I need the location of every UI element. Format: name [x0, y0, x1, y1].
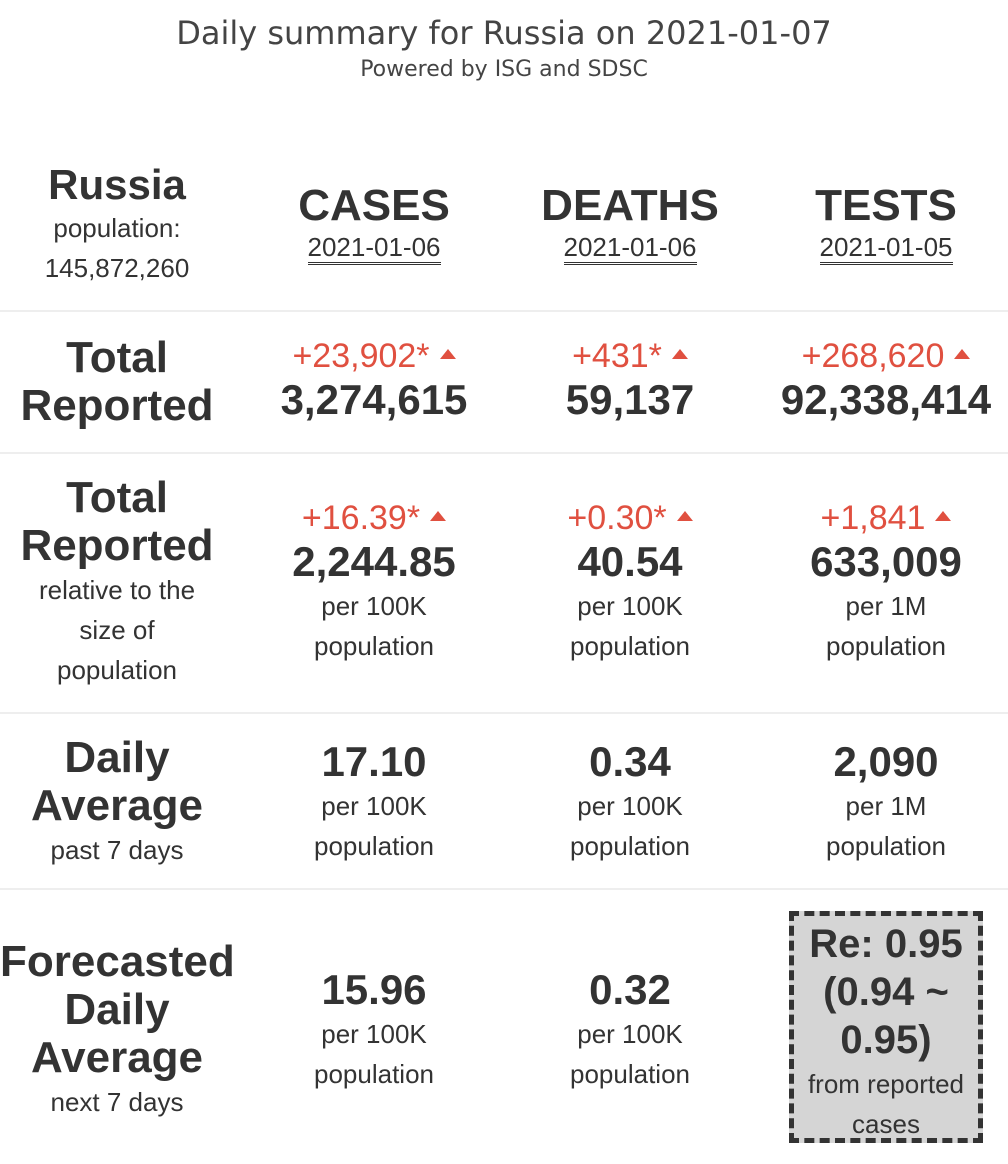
row-label-line: Total — [66, 473, 168, 522]
population-value: 145,872,260 — [44, 253, 190, 283]
unit-line: population — [314, 1059, 434, 1089]
total-value: 3,274,615 — [280, 376, 468, 423]
unit-line: population — [314, 631, 434, 661]
daily-tests-cell: 2,090 per 1M population — [758, 738, 1008, 866]
row-label: Total Reported — [0, 334, 234, 430]
column-date[interactable]: 2021-01-05 — [819, 232, 953, 265]
row-label: Forecasted Daily Average next 7 days — [0, 937, 235, 1122]
row-divider — [0, 712, 1008, 714]
relative-value: 40.54 — [577, 538, 683, 585]
increase-triangle-icon — [430, 511, 447, 522]
increase-triangle-icon — [671, 349, 688, 360]
population-label: population: — [53, 213, 181, 243]
column-header-deaths: DEATHS 2021-01-06 — [502, 184, 758, 265]
unit-line: population — [570, 631, 690, 661]
row-label-line: Daily — [64, 985, 170, 1034]
row-label-line: Reported — [20, 521, 214, 570]
row-label: Daily Average past 7 days — [0, 734, 234, 870]
total-tests-cell: +268,620 92,338,414 — [758, 336, 1008, 424]
forecast-row: Forecasted Daily Average next 7 days 15.… — [0, 890, 1008, 1164]
re-note: from reported — [807, 1069, 965, 1099]
relative-tests-cell: +1,841 633,009 per 1M population — [758, 498, 1008, 666]
delta-value: +1,841 — [758, 498, 1008, 538]
daily-deaths-cell: 0.34 per 100K population — [502, 738, 758, 866]
re-note: cases — [852, 1109, 920, 1139]
row-description: size of — [79, 615, 155, 645]
column-date[interactable]: 2021-01-06 — [563, 232, 697, 265]
region-name: Russia — [48, 161, 186, 208]
page-subtitle: Powered by ISG and SDSC — [360, 57, 648, 82]
unit-line: per 100K — [321, 1019, 427, 1049]
increase-triangle-icon — [676, 511, 693, 522]
unit-line: population — [570, 831, 690, 861]
row-description: relative to the — [38, 575, 196, 605]
unit-line: population — [826, 831, 946, 861]
unit-line: population — [570, 1059, 690, 1089]
increase-triangle-icon — [439, 349, 456, 360]
total-reported-row: Total Reported +23,902* 3,274,615 +431* … — [0, 312, 1008, 452]
average-value: 17.10 — [321, 738, 427, 785]
increase-triangle-icon — [954, 349, 971, 360]
total-deaths-cell: +431* 59,137 — [502, 336, 758, 424]
column-title: TESTS — [815, 181, 957, 230]
unit-line: per 1M — [845, 591, 927, 621]
column-date[interactable]: 2021-01-06 — [307, 232, 441, 265]
row-label-line: Average — [30, 781, 204, 830]
relative-value: 2,244.85 — [292, 538, 456, 585]
delta-value: +0.30* — [502, 498, 758, 538]
delta-value: +431* — [502, 336, 758, 376]
delta-value: +268,620 — [758, 336, 1008, 376]
column-header-tests: TESTS 2021-01-05 — [758, 184, 1008, 265]
daily-average-row: Daily Average past 7 days 17.10 per 100K… — [0, 714, 1008, 888]
relative-deaths-cell: +0.30* 40.54 per 100K population — [502, 498, 758, 666]
row-label-line: Forecasted — [0, 937, 235, 986]
unit-line: population — [826, 631, 946, 661]
average-value: 2,090 — [833, 738, 939, 785]
row-label: Total Reported relative to the size of p… — [0, 474, 234, 690]
relative-value: 633,009 — [810, 538, 962, 585]
re-value: Re: 0.95 — [809, 922, 963, 966]
row-divider — [0, 310, 1008, 312]
page-title: Daily summary for Russia on 2021-01-07 — [176, 14, 832, 52]
row-divider — [0, 888, 1008, 890]
unit-line: per 100K — [577, 791, 683, 821]
total-cases-cell: +23,902* 3,274,615 — [246, 336, 502, 424]
forecast-value: 15.96 — [321, 966, 427, 1013]
region-cell: Russia population: 145,872,260 — [0, 162, 234, 288]
unit-line: per 100K — [577, 1019, 683, 1049]
increase-triangle-icon — [935, 511, 952, 522]
row-description: next 7 days — [50, 1087, 184, 1117]
unit-line: per 100K — [321, 791, 427, 821]
column-title: DEATHS — [541, 181, 719, 230]
total-value: 59,137 — [565, 376, 695, 423]
delta-value: +16.39* — [246, 498, 502, 538]
average-value: 0.34 — [589, 738, 671, 785]
daily-cases-cell: 17.10 per 100K population — [246, 738, 502, 866]
unit-line: per 100K — [321, 591, 427, 621]
unit-line: per 100K — [577, 591, 683, 621]
row-label-line: Average — [30, 1033, 204, 1082]
relative-cases-cell: +16.39* 2,244.85 per 100K population — [246, 498, 502, 666]
row-label-line: Total — [66, 333, 168, 382]
forecast-value: 0.32 — [589, 966, 671, 1013]
forecast-deaths-cell: 0.32 per 100K population — [502, 966, 758, 1094]
re-interval: (0.94 ~ — [823, 970, 949, 1014]
re-estimate-box: Re: 0.95 (0.94 ~ 0.95) from reported cas… — [789, 911, 983, 1143]
re-interval: 0.95) — [840, 1018, 932, 1062]
column-title: CASES — [298, 181, 450, 230]
relative-row: Total Reported relative to the size of p… — [0, 454, 1008, 712]
row-description: past 7 days — [50, 835, 184, 865]
forecast-cases-cell: 15.96 per 100K population — [246, 966, 502, 1094]
unit-line: population — [314, 831, 434, 861]
unit-line: per 1M — [845, 791, 927, 821]
delta-value: +23,902* — [246, 336, 502, 376]
row-divider — [0, 452, 1008, 454]
column-header-cases: CASES 2021-01-06 — [246, 184, 502, 265]
row-description: population — [57, 655, 177, 685]
total-value: 92,338,414 — [780, 376, 992, 423]
header-row: Russia population: 145,872,260 CASES 202… — [0, 160, 1008, 310]
row-label-line: Reported — [20, 381, 214, 430]
row-label-line: Daily — [64, 733, 170, 782]
